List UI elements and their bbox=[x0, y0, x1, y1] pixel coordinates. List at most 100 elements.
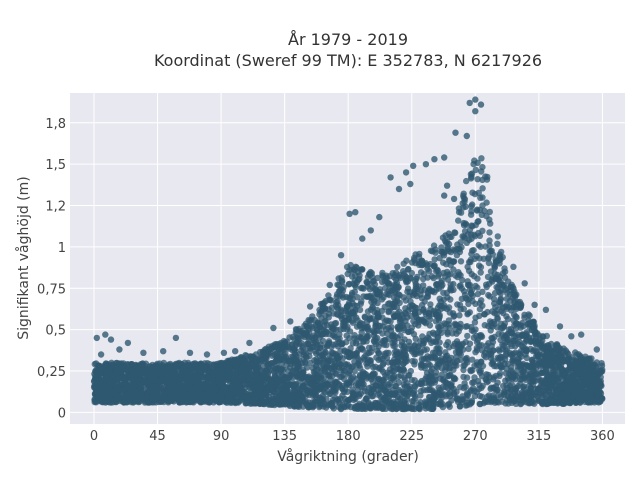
data-point bbox=[463, 177, 470, 185]
data-point bbox=[398, 338, 406, 346]
data-point bbox=[338, 274, 345, 281]
data-point bbox=[394, 263, 401, 271]
data-point bbox=[451, 320, 459, 327]
data-point bbox=[358, 329, 365, 336]
data-point bbox=[509, 329, 516, 336]
data-point bbox=[427, 306, 434, 313]
data-point bbox=[412, 312, 419, 319]
data-point bbox=[434, 334, 442, 341]
data-point bbox=[497, 290, 504, 297]
data-point bbox=[361, 403, 368, 410]
data-point bbox=[501, 268, 509, 275]
data-point bbox=[535, 352, 542, 359]
data-point bbox=[516, 338, 523, 345]
data-point bbox=[478, 211, 485, 218]
data-point bbox=[165, 369, 172, 376]
data-point bbox=[127, 361, 135, 368]
data-point bbox=[336, 335, 343, 342]
data-point bbox=[100, 362, 108, 370]
data-point bbox=[334, 281, 341, 288]
data-point bbox=[467, 367, 475, 375]
data-point bbox=[422, 398, 429, 405]
data-point bbox=[335, 397, 342, 404]
data-point bbox=[342, 318, 349, 325]
data-point bbox=[391, 390, 398, 398]
data-point bbox=[327, 321, 335, 328]
data-point bbox=[396, 395, 404, 402]
data-point bbox=[364, 283, 371, 290]
data-point bbox=[476, 206, 484, 213]
data-point bbox=[447, 281, 454, 288]
data-point bbox=[369, 273, 376, 281]
data-point bbox=[363, 323, 371, 331]
data-point bbox=[403, 279, 410, 286]
data-point bbox=[225, 394, 232, 401]
data-point bbox=[471, 273, 478, 280]
data-point bbox=[231, 356, 238, 363]
data-point bbox=[461, 361, 468, 369]
data-point bbox=[322, 364, 330, 371]
data-point bbox=[443, 320, 450, 328]
data-point bbox=[344, 403, 351, 410]
data-point bbox=[310, 402, 317, 410]
data-point bbox=[250, 378, 258, 385]
data-point bbox=[360, 338, 367, 346]
data-point bbox=[388, 324, 395, 331]
data-point bbox=[436, 339, 443, 346]
data-point bbox=[418, 381, 425, 388]
data-point bbox=[382, 399, 389, 406]
data-point bbox=[327, 400, 335, 407]
data-point bbox=[415, 322, 422, 329]
data-point bbox=[475, 229, 482, 237]
data-point bbox=[379, 269, 386, 277]
data-point bbox=[469, 247, 476, 254]
data-point bbox=[345, 294, 353, 301]
data-point bbox=[483, 371, 490, 378]
data-point bbox=[420, 271, 428, 278]
data-point bbox=[463, 323, 471, 330]
data-point bbox=[494, 233, 501, 240]
data-point bbox=[312, 334, 319, 341]
data-point bbox=[495, 356, 502, 363]
data-point bbox=[390, 311, 397, 318]
data-point bbox=[355, 379, 362, 387]
data-point bbox=[563, 357, 570, 364]
data-point bbox=[282, 394, 289, 401]
data-point bbox=[103, 374, 110, 382]
data-point bbox=[299, 398, 307, 405]
data-point bbox=[173, 389, 180, 397]
data-point bbox=[151, 364, 158, 371]
data-point bbox=[167, 360, 174, 368]
data-point bbox=[520, 383, 528, 390]
data-point bbox=[314, 384, 321, 392]
data-point bbox=[518, 373, 526, 380]
data-point bbox=[493, 387, 501, 394]
data-point bbox=[478, 333, 486, 340]
data-point bbox=[395, 359, 402, 366]
data-point bbox=[481, 311, 488, 318]
data-point bbox=[238, 354, 245, 361]
data-point bbox=[450, 286, 457, 293]
data-point bbox=[361, 384, 368, 391]
data-point bbox=[313, 372, 320, 379]
data-point bbox=[439, 400, 446, 408]
data-point bbox=[491, 399, 499, 406]
data-point bbox=[325, 331, 333, 338]
data-point bbox=[393, 405, 400, 413]
data-point bbox=[444, 330, 451, 338]
data-point bbox=[496, 361, 503, 369]
data-point bbox=[343, 338, 350, 346]
data-point bbox=[487, 327, 494, 334]
data-point bbox=[478, 393, 486, 400]
data-point bbox=[444, 238, 451, 246]
data-point bbox=[440, 289, 447, 297]
data-point bbox=[444, 372, 451, 380]
data-point bbox=[323, 343, 331, 350]
data-point bbox=[241, 359, 248, 366]
data-point bbox=[451, 229, 458, 236]
data-point bbox=[337, 326, 344, 333]
data-point bbox=[297, 389, 304, 397]
data-point bbox=[434, 400, 442, 408]
data-point bbox=[335, 288, 343, 295]
data-point bbox=[460, 190, 467, 197]
